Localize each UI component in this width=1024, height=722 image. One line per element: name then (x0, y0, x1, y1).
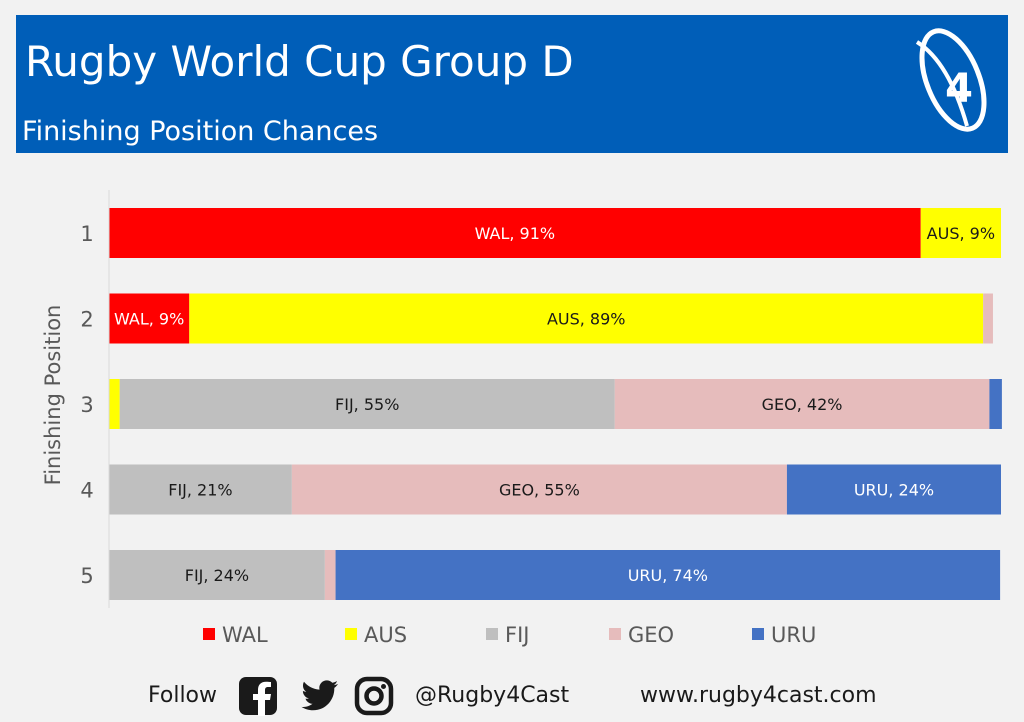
svg-text:4: 4 (945, 66, 973, 112)
footer: Follow @Rugby4Cast www.rugby4cast.com (0, 670, 1024, 722)
category-tick-label: 4 (80, 479, 93, 503)
bar-segment-aus (920, 208, 1001, 258)
legend-swatch (752, 628, 764, 640)
bar-segment-geo (614, 379, 990, 429)
legend-item-fij: FIJ (486, 623, 529, 647)
website-link[interactable]: www.rugby4cast.com (640, 683, 877, 708)
legend-label: AUS (364, 623, 407, 647)
social-handle[interactable]: @Rugby4Cast (415, 683, 570, 708)
bar-segment-fij (119, 379, 615, 429)
bar-segment-aus (109, 379, 120, 429)
data-label: URU, 24% (854, 481, 934, 500)
legend-label: URU (771, 623, 816, 647)
legend-swatch (486, 628, 498, 640)
page-title: Rugby World Cup Group D (25, 37, 574, 86)
bar-segment-uru (786, 464, 1001, 515)
legend-label: FIJ (505, 623, 529, 647)
data-label: WAL, 91% (475, 224, 556, 243)
header-banner: Rugby World Cup Group D Finishing Positi… (16, 15, 1008, 153)
data-label: WAL, 9% (114, 310, 184, 329)
bar-segment-geo (291, 464, 787, 515)
category-ticks: 1 2 3 4 5 (80, 222, 93, 588)
bar-segment-aus (189, 293, 984, 344)
category-tick-label: 2 (80, 308, 93, 332)
legend-swatch (345, 628, 357, 640)
category-tick-label: 5 (80, 564, 93, 588)
follow-text: Follow (148, 683, 218, 708)
bar-segment-uru (335, 550, 1001, 600)
data-label: AUS, 9% (927, 224, 995, 243)
data-label: FIJ, 55% (335, 395, 399, 414)
bar-segment-wal (109, 208, 921, 258)
legend-item-wal: WAL (203, 623, 268, 647)
category-tick-label: 1 (80, 222, 93, 246)
bar-segment-fij (109, 464, 292, 515)
legend-label: GEO (628, 623, 674, 647)
data-label: FIJ, 21% (168, 481, 232, 500)
twitter-icon[interactable] (300, 676, 340, 716)
bar-segment-wal (109, 293, 190, 344)
data-label: FIJ, 24% (185, 566, 249, 585)
legend-swatch (609, 628, 621, 640)
y-axis-label: Finishing Position (41, 305, 65, 486)
bar-segment-geo (983, 293, 993, 344)
data-label: GEO, 55% (499, 481, 580, 500)
legend-item-geo: GEO (609, 623, 674, 647)
rugby4cast-logo: 4 (915, 28, 987, 132)
legend: WAL AUS FIJ GEO URU (203, 623, 816, 647)
data-label: GEO, 42% (762, 395, 843, 414)
legend-item-aus: AUS (345, 623, 407, 647)
page-subtitle: Finishing Position Chances (22, 116, 379, 147)
bar-segment-geo (324, 550, 336, 600)
bar-segment-fij (109, 550, 325, 600)
instagram-icon[interactable] (354, 676, 394, 716)
legend-item-uru: URU (752, 623, 816, 647)
data-label: AUS, 89% (547, 310, 626, 329)
legend-label: WAL (222, 623, 268, 647)
legend-swatch (203, 628, 215, 640)
stacked-bar-chart: WAL, 91% AUS, 9% WAL, 9% AUS, 89% FIJ, 55% GE… (41, 190, 1002, 647)
category-tick-label: 3 (80, 393, 93, 417)
bar-layer: WAL, 91% AUS, 9% WAL, 9% AUS, 89% FIJ, 55% GE… (109, 208, 1002, 600)
data-label: URU, 74% (628, 566, 708, 585)
bar-segment-uru (989, 379, 1002, 429)
facebook-icon[interactable] (238, 676, 278, 716)
